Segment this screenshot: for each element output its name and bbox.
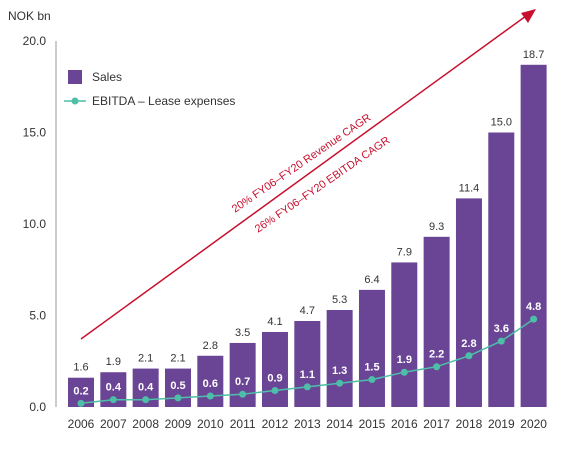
x-tick-label: 2015 [359, 417, 386, 431]
x-tick-label: 2012 [262, 417, 289, 431]
sales-bar [358, 289, 385, 407]
x-tick-label: 2013 [294, 417, 321, 431]
sales-value-label: 15.0 [491, 117, 512, 129]
sales-bar-labels: 1.6 1.9 2.1 2.1 2.8 3.5 4.1 4.7 5.3 6.4 7.9 9.3 11.4… [73, 49, 544, 374]
sales-value-label: 9.3 [429, 221, 444, 233]
ebitda-point [109, 396, 117, 404]
sales-value-label: 1.6 [73, 362, 88, 374]
ebitda-value-label: 4.8 [526, 301, 541, 313]
ebitda-point [433, 363, 441, 371]
ebitda-value-label: 1.1 [300, 369, 315, 381]
ebitda-value-label: 2.2 [429, 349, 444, 361]
x-tick-label: 2016 [391, 417, 418, 431]
x-tick-label: 2008 [132, 417, 159, 431]
x-tick-label: 2019 [488, 417, 515, 431]
x-tick-label: 2009 [165, 417, 192, 431]
y-tick-label: 20.0 [23, 34, 47, 48]
sales-value-label: 6.4 [364, 274, 379, 286]
sales-value-label: 1.9 [106, 356, 121, 368]
y-tick-label: 0.0 [29, 400, 46, 414]
ebitda-point [465, 352, 473, 360]
x-axis-ticks: 2006 2007 2008 2009 2010 2011 2012 2013 2014 2015… [68, 417, 548, 431]
sales-value-label: 4.1 [267, 316, 282, 328]
legend-sales-swatch [68, 70, 82, 84]
ebitda-point [271, 387, 279, 395]
ebitda-point [400, 368, 408, 376]
ebitda-point [368, 376, 376, 384]
y-axis-label: NOK bn [8, 9, 51, 23]
ebitda-point [497, 337, 505, 345]
x-tick-label: 2006 [68, 417, 95, 431]
y-tick-label: 10.0 [23, 217, 47, 231]
x-tick-label: 2018 [456, 417, 483, 431]
cagr-arrow [80, 9, 536, 340]
ebitda-point [142, 396, 150, 404]
ebitda-value-label: 0.9 [267, 373, 282, 385]
ebitda-value-label: 0.7 [235, 376, 250, 388]
sales-bar [261, 331, 288, 407]
sales-value-label: 11.4 [459, 182, 480, 194]
sales-value-label: 2.8 [203, 340, 218, 352]
legend-ebitda-dot [71, 97, 79, 105]
cagr-arrow-head [521, 9, 536, 23]
ebitda-value-label: 2.8 [461, 338, 476, 350]
sales-bar [455, 198, 482, 407]
sales-value-label: 2.1 [170, 353, 185, 365]
ebitda-value-label: 0.4 [138, 382, 154, 394]
ebitda-point [174, 394, 182, 402]
sales-value-label: 7.9 [397, 246, 412, 258]
ebitda-point [303, 383, 311, 391]
x-tick-label: 2011 [230, 417, 256, 431]
y-tick-label: 5.0 [29, 309, 46, 323]
x-tick-label: 2007 [100, 417, 127, 431]
ebitda-value-label: 1.5 [364, 362, 379, 374]
sales-bar [326, 310, 353, 407]
ebitda-point [239, 390, 247, 398]
legend-ebitda-label: EBITDA – Lease expenses [92, 94, 235, 108]
ebitda-labels: 0.2 0.4 0.4 0.5 0.6 0.7 0.9 1.1 1.3 1.5 1.9 2.2 2.8 3… [73, 301, 541, 397]
y-tick-label: 15.0 [23, 126, 47, 140]
sales-bar [294, 320, 321, 407]
ebitda-point [77, 399, 85, 407]
sales-value-label: 3.5 [235, 327, 250, 339]
legend: Sales EBITDA – Lease expenses [64, 70, 235, 108]
sales-value-label: 4.7 [300, 305, 315, 317]
sales-value-label: 5.3 [332, 294, 347, 306]
sales-bar [520, 64, 547, 407]
x-tick-label: 2014 [326, 417, 353, 431]
sales-value-label: 18.7 [523, 49, 544, 61]
sales-bars [68, 64, 547, 407]
sales-bar [423, 236, 450, 407]
ebitda-value-label: 0.4 [106, 382, 122, 394]
sales-value-label: 2.1 [138, 353, 153, 365]
sales-bar [391, 262, 418, 407]
x-tick-label: 2020 [520, 417, 547, 431]
ebitda-value-label: 3.6 [494, 323, 509, 335]
x-tick-label: 2017 [423, 417, 450, 431]
ebitda-value-label: 0.6 [203, 378, 218, 390]
sales-bar [488, 132, 515, 407]
legend-sales-label: Sales [92, 70, 122, 84]
x-tick-label: 2010 [197, 417, 224, 431]
y-axis-ticks: 0.0 5.0 10.0 15.0 20.0 [23, 34, 47, 414]
ebitda-point [336, 379, 344, 387]
ebitda-value-label: 0.2 [73, 385, 88, 397]
ebitda-points [77, 315, 538, 407]
ebitda-point [206, 392, 214, 400]
ebitda-value-label: 1.3 [332, 365, 347, 377]
ebitda-value-label: 0.5 [170, 380, 185, 392]
ebitda-value-label: 1.9 [397, 354, 412, 366]
cagr-arrow-line [80, 15, 527, 340]
ebitda-point [530, 315, 538, 323]
